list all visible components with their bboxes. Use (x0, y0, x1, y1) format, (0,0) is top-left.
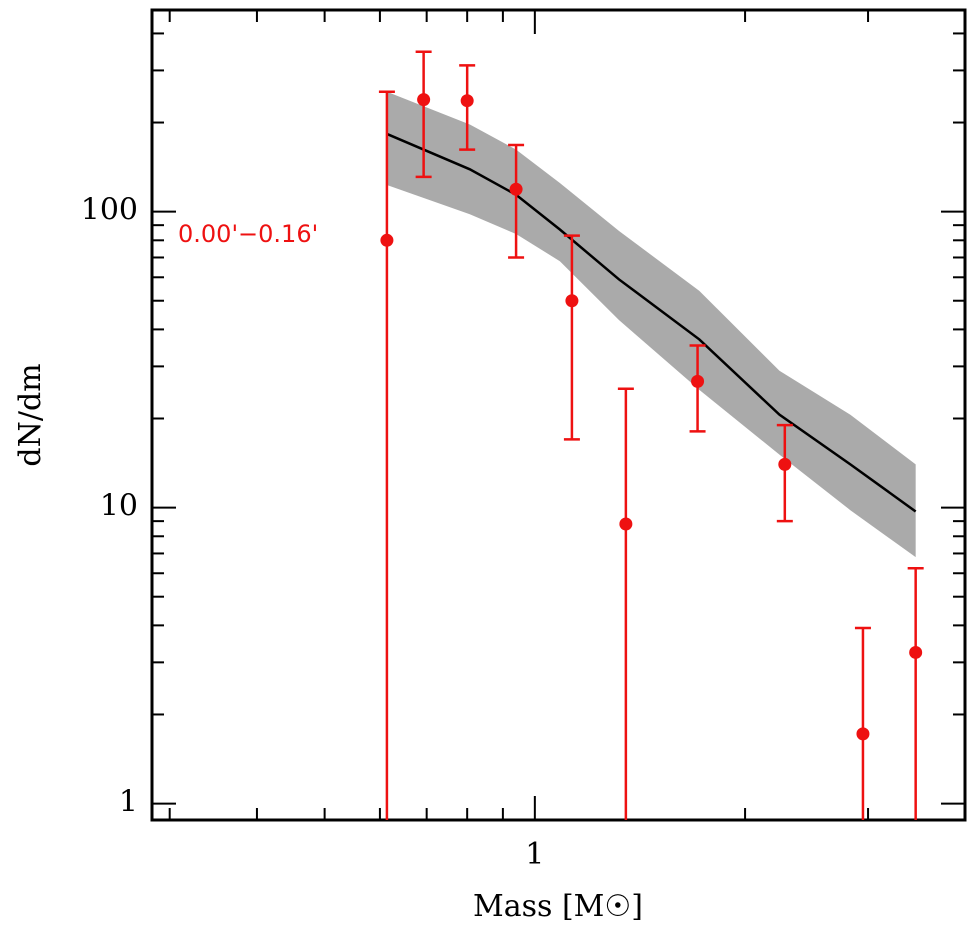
y-tick-label: 10 (100, 489, 138, 524)
data-point (856, 727, 870, 741)
data-point (619, 517, 633, 531)
y-axis-label: dN/dm (13, 363, 48, 466)
data-point (460, 94, 474, 108)
y-tick-label: 1 (119, 785, 138, 820)
model-line (386, 132, 917, 513)
data-point (380, 233, 394, 247)
data-point (509, 182, 523, 196)
plot-frame (150, 8, 967, 822)
data-point (417, 93, 431, 107)
annotation: 0.00'−0.16' (178, 220, 318, 248)
y-tick-label: 100 (81, 193, 138, 228)
model-band (386, 91, 916, 558)
x-axis-label: Mass [M☉] (473, 889, 643, 924)
data-point (909, 645, 923, 659)
data-point (565, 294, 579, 308)
x-tick-label: 1 (525, 837, 544, 872)
data-point (778, 457, 792, 471)
data-point (691, 374, 705, 388)
plot-area (378, 50, 924, 820)
